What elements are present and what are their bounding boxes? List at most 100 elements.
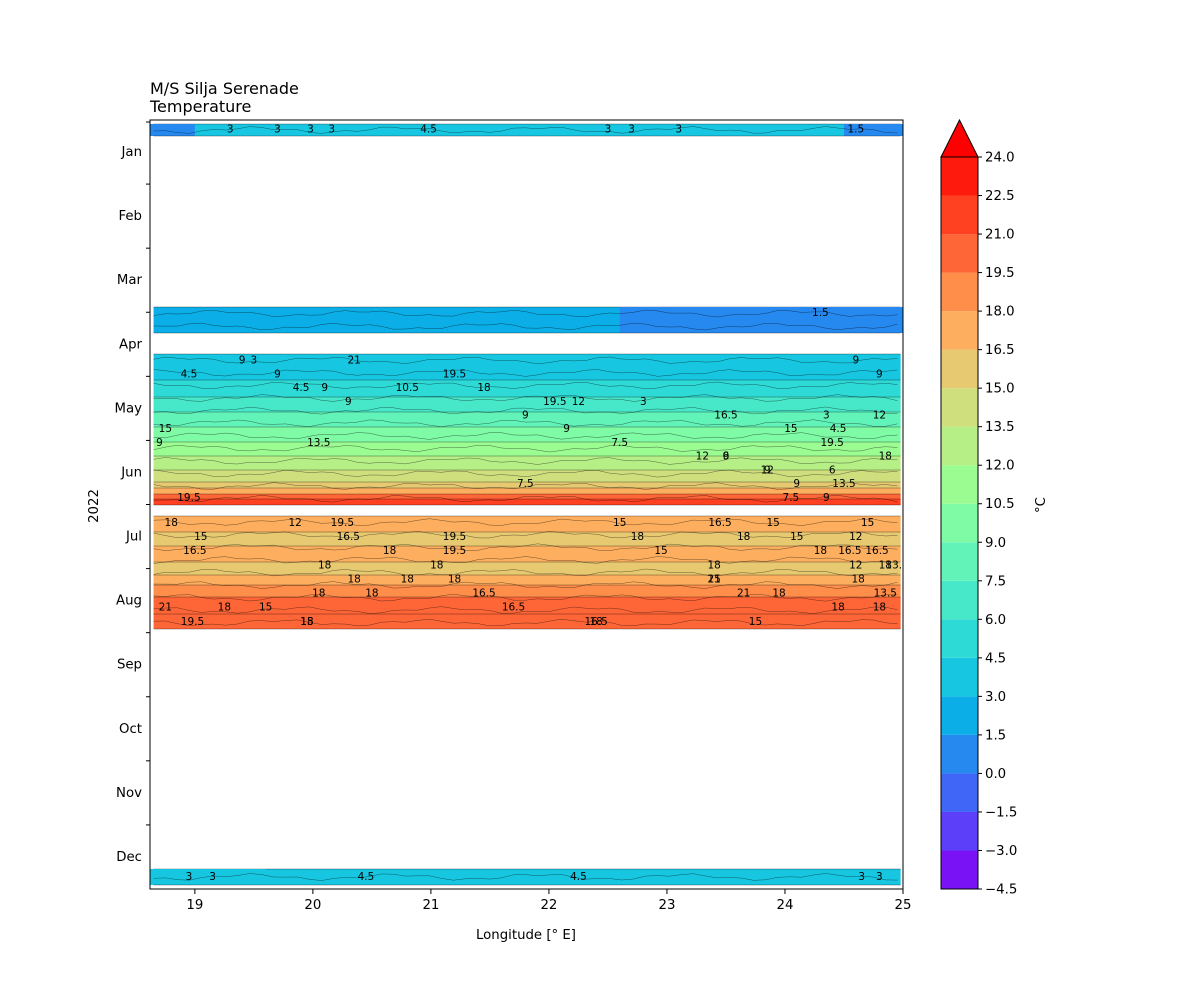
contour-label: 18 bbox=[448, 573, 461, 585]
contour-label: 16.5 bbox=[838, 545, 861, 557]
contour-label: 1.5 bbox=[812, 307, 829, 319]
contour-fill bbox=[153, 499, 901, 505]
colorbar-segment bbox=[941, 465, 978, 504]
contour-label: 12 bbox=[288, 517, 301, 529]
x-tick-label: 19 bbox=[186, 898, 203, 913]
colorbar-segment bbox=[941, 503, 978, 543]
contour-fill bbox=[153, 442, 901, 456]
colorbar-segment bbox=[941, 542, 978, 581]
plot-area: 3 3 3 3 4.5 3 3 3 1.51.534.54.5334.59667.57.5999… bbox=[150, 123, 908, 886]
x-tick-label: 21 bbox=[422, 898, 439, 913]
contour-label: 3 bbox=[227, 123, 234, 135]
contour-fill bbox=[153, 427, 901, 442]
contour-label: 19.5 bbox=[177, 492, 200, 504]
contour-label: 18 bbox=[879, 451, 892, 463]
contour-label: 9 bbox=[274, 368, 281, 380]
colorbar-segment bbox=[941, 195, 978, 235]
contour-label: 3 bbox=[640, 396, 647, 408]
y-tick-label: Nov bbox=[116, 786, 142, 801]
contour-label: 18 bbox=[873, 602, 886, 614]
contour-label: 13.5 bbox=[885, 559, 908, 571]
contour-line bbox=[153, 556, 898, 564]
contour-label: 4.5 bbox=[420, 123, 437, 135]
y-tick-label: Jun bbox=[120, 465, 142, 480]
contour-fill bbox=[153, 380, 901, 397]
contour-fill bbox=[153, 532, 901, 546]
colorbar-segment bbox=[941, 580, 978, 620]
contour-line bbox=[153, 606, 898, 614]
x-tick-label: 25 bbox=[895, 898, 912, 913]
chart-title: M/S Silja Serenade bbox=[150, 79, 299, 98]
contour-label: 9 bbox=[563, 423, 570, 435]
contour-line bbox=[153, 406, 898, 415]
colorbar-tick-label: −4.5 bbox=[985, 883, 1017, 898]
x-tick-label: 20 bbox=[304, 898, 321, 913]
colorbar-tick-label: −1.5 bbox=[985, 805, 1017, 820]
colorbar-tick-label: 7.5 bbox=[985, 574, 1006, 589]
contour-label: 16.5 bbox=[865, 545, 888, 557]
contour-fill bbox=[153, 488, 901, 494]
contour-label: 16.5 bbox=[472, 588, 495, 600]
contour-label: 4.5 bbox=[293, 382, 310, 394]
contour-label: 18 bbox=[631, 531, 644, 543]
contour-label: 4.5 bbox=[358, 871, 375, 883]
contour-fill bbox=[150, 124, 195, 136]
colorbar-segment bbox=[941, 734, 978, 774]
contour-fill bbox=[843, 124, 903, 136]
colorbar-tick-label: −3.0 bbox=[985, 844, 1017, 859]
contour-fill bbox=[153, 575, 901, 585]
colorbar-tick-label: 19.5 bbox=[985, 266, 1015, 281]
contour-fill bbox=[153, 482, 901, 488]
contour-fill bbox=[153, 869, 901, 885]
y-tick-label: Jan bbox=[121, 145, 143, 160]
contour-line bbox=[153, 432, 898, 440]
contour-label: 18 bbox=[383, 545, 396, 557]
contour-line bbox=[153, 618, 898, 627]
contour-label: 18 bbox=[772, 588, 785, 600]
contour-label: 16.5 bbox=[708, 517, 731, 529]
contour-line bbox=[153, 531, 898, 539]
contour-label: 7.5 bbox=[517, 478, 534, 490]
contour-label: 9 bbox=[156, 437, 163, 449]
contour-label: 13.5 bbox=[832, 478, 855, 490]
contour-label: 6 bbox=[723, 451, 730, 463]
colorbar-tick-label: 22.5 bbox=[985, 189, 1015, 204]
y-axis-label: 2022 bbox=[87, 489, 102, 523]
colorbar-tick-label: 0.0 bbox=[985, 767, 1006, 782]
x-axis-label: Longitude [° E] bbox=[476, 928, 576, 943]
contour-label: 18 bbox=[814, 545, 827, 557]
contour-label: 16.5 bbox=[714, 410, 737, 422]
contour-label: 4.5 bbox=[830, 423, 847, 435]
contour-label: 15 bbox=[613, 517, 626, 529]
contour-label: 19.5 bbox=[443, 368, 466, 380]
contour-fill bbox=[153, 124, 901, 136]
contour-label: 15 bbox=[749, 616, 762, 628]
colorbar: −4.5 −3.0 −1.5 0.0 1.5 3.0 4.5 6.0 7.5 9.0 10.5 12.… bbox=[940, 118, 1017, 898]
contour-label: 15 bbox=[259, 602, 272, 614]
contour-label: 18 bbox=[737, 531, 750, 543]
contour-label: 18 bbox=[218, 602, 231, 614]
contour-line bbox=[153, 543, 898, 551]
contour-label: 3 bbox=[328, 123, 335, 135]
contour-label: 3 bbox=[876, 871, 883, 883]
contour-fill bbox=[153, 516, 901, 532]
contour-label: 18 bbox=[831, 602, 844, 614]
contour-line bbox=[153, 322, 898, 331]
y-tick-label: Mar bbox=[117, 273, 143, 288]
colorbar-tick-label: 12.0 bbox=[985, 459, 1015, 474]
contour-label: 6 bbox=[829, 464, 836, 476]
colorbar-tick-label: 21.0 bbox=[985, 228, 1015, 243]
contour-label: 18 bbox=[312, 588, 325, 600]
contour-label: 18 bbox=[707, 559, 720, 571]
x-tick-label: 24 bbox=[777, 898, 794, 913]
contour-label: 9 bbox=[321, 382, 328, 394]
contour-label: 9 bbox=[852, 355, 859, 367]
colorbar-segment bbox=[941, 657, 978, 697]
contour-label: 18 bbox=[477, 382, 490, 394]
y-tick-label: Jul bbox=[125, 530, 142, 545]
y-axis: Jan Feb Mar Apr May Jun Jul Aug Sep Oct Nov Dec bbox=[115, 121, 150, 865]
contour-label: 21 bbox=[737, 588, 750, 600]
contour-label: 12 bbox=[849, 559, 862, 571]
contour-label: 3 bbox=[186, 871, 193, 883]
contour-label: 19.5 bbox=[181, 616, 204, 628]
